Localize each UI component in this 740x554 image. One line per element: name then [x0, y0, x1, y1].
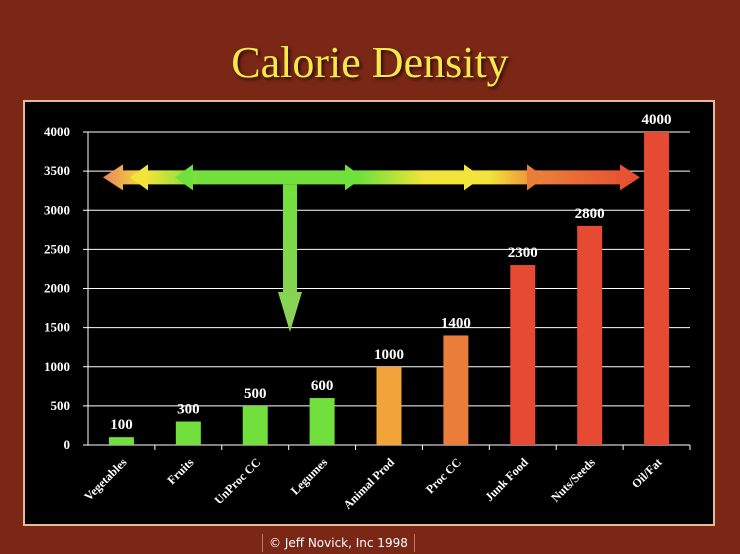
annotation-arrows [103, 164, 640, 332]
y-tick-label: 4000 [44, 124, 70, 139]
data-label: 100 [110, 417, 133, 433]
double-arrow-icon [103, 164, 640, 191]
data-label: 1400 [441, 315, 471, 331]
arrowhead-icon [130, 164, 148, 191]
y-tick-label: 500 [51, 398, 71, 413]
category-label: Proc CC [423, 455, 464, 496]
arrowhead-icon [345, 164, 363, 191]
category-label: Oil/Fat [629, 455, 665, 491]
data-label: 4000 [642, 112, 672, 128]
down-arrow-icon [278, 184, 302, 332]
bar [309, 398, 335, 445]
category-label: Junk Food [482, 455, 531, 504]
data-label: 2800 [575, 206, 605, 222]
bar [510, 265, 536, 445]
y-tick-label: 3500 [44, 163, 70, 178]
category-label: UnProc CC [211, 455, 263, 507]
y-tick-label: 0 [64, 437, 71, 452]
bar [644, 132, 670, 445]
data-label: 1000 [374, 347, 404, 363]
data-label: 500 [244, 386, 267, 402]
bar [376, 366, 402, 445]
y-tick-label: 1000 [44, 359, 70, 374]
category-label: Animal Prod [340, 455, 397, 512]
data-label: 300 [177, 402, 200, 418]
data-label: 600 [311, 378, 334, 394]
arrowhead-icon [527, 164, 545, 191]
bar [443, 335, 469, 445]
arrowhead-icon [175, 164, 193, 191]
footer-copyright: © Jeff Novick, Inc 1998 [262, 534, 415, 552]
bar [577, 225, 603, 445]
bars [108, 132, 670, 445]
y-tick-label: 1500 [44, 320, 70, 335]
arrowhead-icon [464, 164, 482, 191]
category-label: Fruits [164, 455, 196, 487]
y-tick-label: 2000 [44, 281, 70, 296]
bar [242, 405, 268, 445]
bar [108, 437, 134, 445]
category-label: Vegetables [81, 455, 129, 503]
data-label: 2300 [508, 245, 538, 261]
y-tick-label: 3000 [44, 202, 70, 217]
y-tick-label: 2500 [44, 241, 70, 256]
bar [175, 421, 201, 445]
category-label: Nuts/Seeds [548, 455, 598, 505]
slide-title: Calorie Density [231, 38, 509, 87]
category-label: Legumes [288, 455, 331, 498]
